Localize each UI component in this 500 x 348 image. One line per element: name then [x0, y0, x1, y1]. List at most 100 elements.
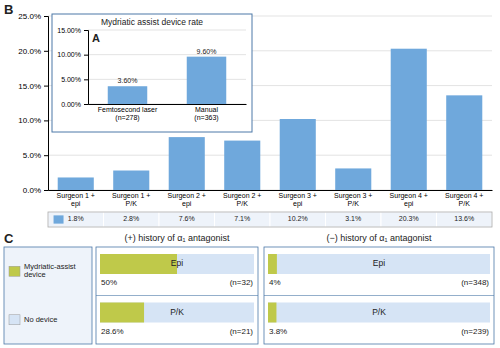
table-cell — [270, 212, 326, 227]
bars — [108, 57, 227, 104]
x-tick-label: Surgeon 2 +epi — [168, 192, 206, 208]
category-label: P/K — [170, 307, 184, 317]
n-label: (n=32) — [230, 278, 254, 287]
x-tick: Surgeon 2 +epi — [168, 192, 206, 208]
y-tick-label: 10.0% — [18, 116, 41, 125]
axis-domain — [44, 17, 49, 191]
y-tick-label: 15.00% — [57, 27, 81, 34]
grid-line — [88, 54, 246, 55]
inset-chart: 0.00%5.00%10.00%15.00%Femtosecond laser(… — [52, 14, 252, 132]
n-label: (n=21) — [230, 327, 254, 336]
x-tick-label: Femtosecond laser(n=278) — [98, 106, 158, 122]
data-label: 13.6% — [454, 215, 474, 222]
y-axis: 0.0%5.0%10.0%15.0%20.0%25.0% — [18, 12, 48, 195]
x-tick: Femtosecond laser(n=278) — [98, 106, 158, 122]
n-label: (n=348) — [461, 278, 489, 287]
data-label: 50% — [101, 278, 117, 287]
text-line: Femtosecond laser — [98, 106, 158, 113]
text-line: epi — [293, 200, 303, 208]
y-tick: 15.00% — [57, 27, 88, 34]
y-axis: 0.00%5.00%10.00%15.00% — [57, 27, 88, 108]
x-tick: Surgeon 3 +P/K — [334, 192, 372, 207]
grid — [88, 30, 246, 104]
bar — [58, 177, 94, 190]
bar — [335, 168, 371, 190]
axis-domain — [49, 190, 493, 191]
tick-mark — [44, 86, 48, 87]
y-tick: 0.0% — [23, 186, 48, 195]
x-axis: Femtosecond laser(n=278) Manual(n=363) — [89, 105, 247, 122]
y-tick-label: 10.00% — [57, 51, 81, 58]
category-label: Epi — [373, 258, 385, 268]
y-tick-label: 25.0% — [18, 12, 41, 21]
bar — [268, 303, 490, 323]
legend: Mydriatic-assistdeviceNo device — [4, 247, 92, 344]
text-line: P/K — [237, 200, 249, 207]
x-tick: Surgeon 4 +P/K — [445, 192, 483, 207]
y-tick: 15.0% — [18, 82, 48, 91]
data-label: 7.6% — [179, 215, 195, 222]
bar — [100, 254, 177, 274]
text-line: P/K — [459, 200, 471, 207]
tick-mark — [84, 55, 88, 56]
data-label: 28.6% — [101, 327, 124, 336]
axis-domain — [84, 31, 89, 105]
tick-mark — [44, 190, 48, 191]
x-tick: Surgeon 1 +P/K — [112, 192, 150, 207]
text-line: Manual — [195, 106, 218, 113]
data-label: 2.8% — [123, 215, 139, 222]
bar — [100, 303, 254, 323]
text-line: P/K — [126, 200, 138, 207]
x-tick: Manual(n=363) — [194, 106, 218, 122]
y-tick: 10.0% — [18, 116, 48, 125]
axis-domain — [89, 104, 247, 105]
row-divider — [264, 295, 494, 296]
legend-swatch — [9, 315, 20, 325]
y-tick-label: 15.0% — [18, 82, 41, 91]
bar — [100, 303, 144, 323]
tick-mark — [84, 79, 88, 80]
tick-mark — [44, 155, 48, 156]
legend-label: No device — [24, 315, 57, 324]
grid-line — [88, 30, 246, 31]
table-cell — [326, 212, 382, 227]
section-2: EpiP/K50%28.6%(n=32)(n=21)(+) history of… — [4, 231, 258, 344]
table-swatch — [54, 215, 64, 223]
x-tick: Surgeon 3 +epi — [279, 192, 317, 208]
legend-swatch — [9, 266, 20, 276]
section-frame — [264, 247, 494, 344]
x-tick-label: Surgeon 4 +P/K — [445, 192, 483, 207]
x-tick-label: Surgeon 1 +epi — [57, 192, 95, 208]
table-cell — [159, 212, 215, 227]
data-label: 3.1% — [345, 215, 361, 222]
x-tick-label: Surgeon 2 +P/K — [223, 192, 261, 207]
tick-mark — [44, 120, 48, 121]
y-tick: 25.0% — [18, 12, 48, 21]
tick-mark — [84, 104, 88, 105]
bar — [280, 119, 316, 190]
bar — [391, 49, 427, 190]
data-label: 1.8% — [68, 215, 84, 222]
figure: 0.0%5.0%10.0%15.0%20.0%25.0%Surgeon 1 +e… — [0, 0, 500, 348]
x-tick-label: Surgeon 4 +epi — [390, 192, 428, 208]
x-tick: Surgeon 2 +P/K — [223, 192, 261, 207]
value-table: 1.8%2.8%7.6%7.1%10.2%3.1%20.3%13.6% — [48, 212, 492, 227]
text-line: epi — [71, 200, 81, 208]
section-3: EpiP/K4%3.8%(n=348)(n=239)(−) history of… — [264, 233, 494, 344]
bar — [268, 254, 277, 274]
legend-frame — [4, 247, 92, 344]
x-axis: Surgeon 1 +epi Surgeon 1 +P/K Surgeon 2 +e… — [49, 191, 493, 208]
y-tick: 10.00% — [57, 51, 88, 58]
text-line: No device — [24, 315, 57, 324]
bar — [100, 254, 254, 274]
y-tick-label: 5.00% — [61, 76, 81, 83]
n-label: (n=239) — [461, 327, 489, 336]
bars — [100, 254, 254, 323]
x-tick-label: Surgeon 3 +epi — [279, 192, 317, 208]
data-label: 3.60% — [118, 77, 138, 84]
text-line: (n=278) — [115, 114, 139, 122]
data-label: 4% — [269, 278, 281, 287]
text-line: epi — [404, 200, 414, 208]
table-cell — [381, 212, 437, 227]
bar — [268, 303, 276, 323]
